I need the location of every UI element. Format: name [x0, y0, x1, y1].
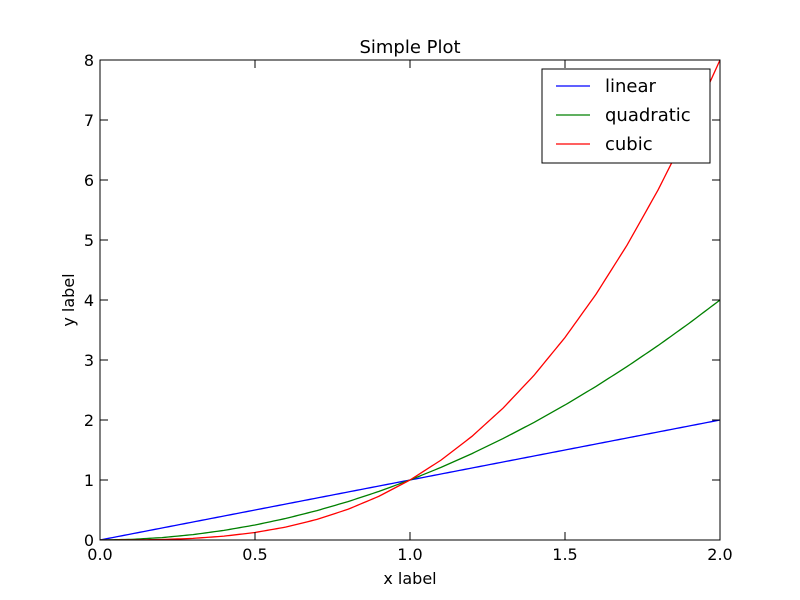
y-axis-label: y label — [59, 273, 78, 326]
y-tick-label: 7 — [84, 111, 94, 130]
y-tick-label: 4 — [84, 291, 94, 310]
x-tick-label: 2.0 — [707, 545, 732, 564]
y-tick-label: 3 — [84, 351, 94, 370]
y-tick-label: 5 — [84, 231, 94, 250]
x-tick-label: 0.0 — [87, 545, 112, 564]
axes-frame — [99, 59, 721, 541]
y-tick-label: 0 — [84, 531, 94, 550]
y-tick-label: 1 — [84, 471, 94, 490]
x-tick-label: 0.5 — [242, 545, 267, 564]
x-tick-label: 1.0 — [397, 545, 422, 564]
legend-label-linear: linear — [605, 76, 657, 97]
y-tick-label: 8 — [84, 51, 94, 70]
x-tick-label: 1.5 — [552, 545, 577, 564]
legend-label-quadratic: quadratic — [605, 105, 691, 126]
tick-labels: 0.0 0.5 1.0 1.5 2.0 0 1 2 3 4 5 6 7 8 — [84, 51, 733, 564]
plot-area — [100, 60, 720, 540]
y-tick-label: 2 — [84, 411, 94, 430]
legend-box — [541, 68, 711, 164]
chart-title: Simple Plot — [359, 37, 460, 58]
x-axis-label: x label — [383, 569, 436, 588]
legend-label-cubic: cubic — [605, 134, 653, 155]
y-tick-label: 6 — [84, 171, 94, 190]
series-line-cubic — [100, 60, 720, 540]
legend: linear quadratic cubic — [541, 68, 711, 164]
